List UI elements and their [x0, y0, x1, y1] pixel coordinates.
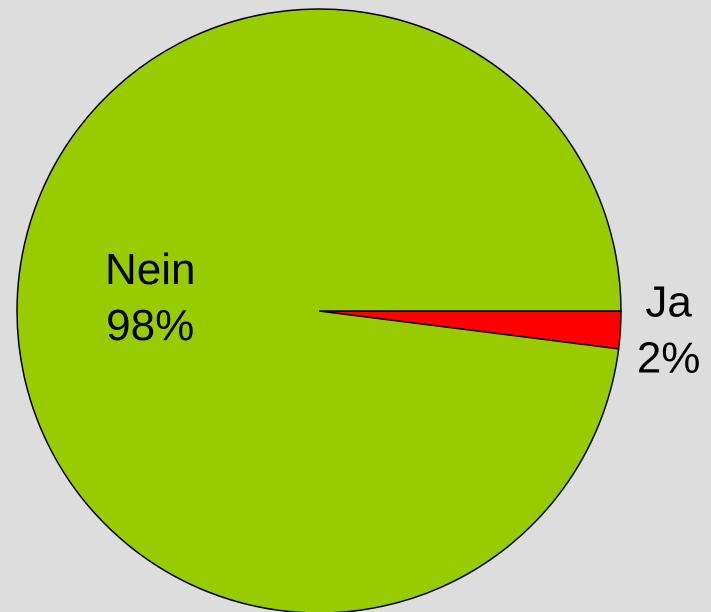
slice-value-label: 2%: [637, 334, 701, 383]
slice-label: Nein: [105, 245, 196, 294]
pie-slice: [16, 8, 622, 612]
slice-label: Ja: [645, 278, 692, 327]
slice-value-label: 98%: [106, 301, 194, 350]
